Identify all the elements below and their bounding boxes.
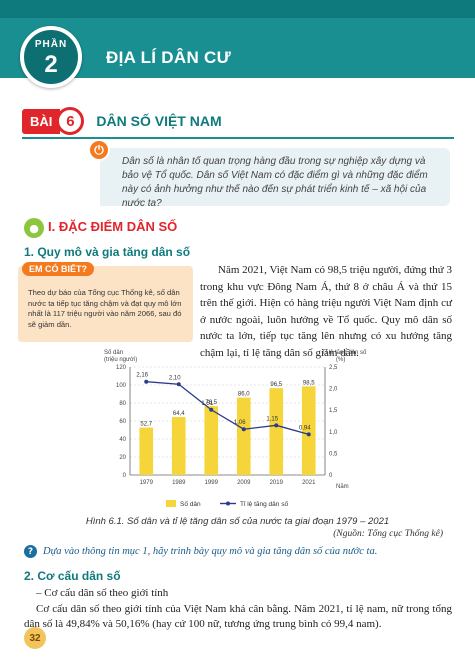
x-tick-label: 1979 xyxy=(140,480,154,486)
chart-legend: Số dân Tỉ lệ tăng dân số xyxy=(166,499,288,508)
y-tick-left: 0 xyxy=(123,473,127,479)
lesson-number: 6 xyxy=(56,107,85,135)
y-axis-left-label-2: (triệu người) xyxy=(104,357,137,363)
did-you-know-box: Theo dự báo của Tổng cục Thống kê, số dâ… xyxy=(18,266,193,342)
y-axis-right-label-1: Tỉ lệ tăng dân số xyxy=(322,349,367,356)
chart-ticks: 0 20 40 60 80 100 120 0 0,5 1,0 1,5 2,0 2,5 1979 1989 1… xyxy=(116,365,338,486)
part-title: ĐỊA LÍ DÂN CƯ xyxy=(106,48,232,67)
bar xyxy=(301,386,316,475)
legend-bar-swatch xyxy=(166,500,176,507)
population-chart: Số dân (triệu người) Tỉ lệ tăng dân số (… xyxy=(100,345,370,515)
x-tick-label: 2009 xyxy=(237,480,251,486)
line-value-label: 2,16 xyxy=(136,373,148,379)
line-point xyxy=(274,423,279,428)
question-text: Dựa vào thông tin mục 1, hãy trình bày q… xyxy=(43,546,378,557)
line-point xyxy=(144,379,149,384)
bar-value-label: 98,5 xyxy=(303,380,315,386)
line-value-label: 1,51 xyxy=(201,401,213,407)
bar-value-label: 86,0 xyxy=(238,392,250,398)
bar xyxy=(204,406,219,475)
y-tick-left: 120 xyxy=(116,365,127,371)
line-value-label: 1,15 xyxy=(266,416,278,422)
line-point xyxy=(176,382,181,387)
person-icon: ● xyxy=(24,218,44,238)
lesson-divider xyxy=(22,137,454,139)
y-axis-right-label-2: (%) xyxy=(336,357,345,363)
bar-value-label: 76,5 xyxy=(205,400,217,406)
bar-value-label: 64,4 xyxy=(173,411,185,417)
figure-source: (Nguồn: Tổng cục Thống kê) xyxy=(333,529,443,539)
bar xyxy=(269,388,284,475)
line-point xyxy=(209,407,214,412)
bar-value-label: 96,5 xyxy=(270,382,282,388)
line-value-label: 1,06 xyxy=(234,420,246,426)
line-point xyxy=(306,432,311,437)
did-you-know-tag: EM CÓ BIẾT? xyxy=(22,262,94,276)
lesson-tag: BÀI xyxy=(22,108,61,134)
subsection-title-1: 1. Quy mô và gia tăng dân số xyxy=(24,245,191,259)
body-paragraph-1: Năm 2021, Việt Nam có 98,5 triệu người, … xyxy=(200,264,452,359)
y-tick-right: 1,0 xyxy=(329,430,338,436)
series-line xyxy=(146,381,309,436)
lesson-heading: BÀI 6 DÂN SỐ VIỆT NAM xyxy=(22,107,222,135)
part-badge: PHẦN 2 xyxy=(20,26,82,88)
y-tick-left: 40 xyxy=(119,437,126,443)
lesson-title: DÂN SỐ VIỆT NAM xyxy=(96,113,222,129)
x-tick-label: 2021 xyxy=(302,480,316,486)
question-row: ? Dựa vào thông tin mục 1, hãy trình bày… xyxy=(24,545,377,558)
bar xyxy=(236,397,251,475)
chart-bars: 52,7 64,4 76,5 86,0 96,5 98,5 xyxy=(139,380,316,475)
y-tick-left: 60 xyxy=(119,419,126,425)
bar xyxy=(139,427,154,475)
line-point xyxy=(241,427,246,432)
y-tick-right: 1,5 xyxy=(329,408,338,414)
y-tick-left: 20 xyxy=(119,455,126,461)
y-axis-left-label-1: Số dân xyxy=(104,350,123,356)
question-icon: ? xyxy=(24,545,37,558)
legend-bar-label: Số dân xyxy=(180,499,201,508)
part-number: 2 xyxy=(44,51,58,78)
legend-line-label: Tỉ lệ tăng dân số xyxy=(240,499,288,508)
bar xyxy=(171,417,186,475)
x-tick-label: 1989 xyxy=(172,480,186,486)
y-tick-right: 0 xyxy=(329,473,333,479)
chart-grid xyxy=(129,366,326,476)
legend-line-marker xyxy=(226,501,230,506)
y-tick-right: 2,0 xyxy=(329,387,338,393)
subsection-title-2: 2. Cơ cấu dân số xyxy=(24,569,121,583)
body-line-1: – Cơ cấu dân số theo giới tính xyxy=(36,587,169,599)
line-value-label: 0,94 xyxy=(299,425,311,431)
page-number: 32 xyxy=(29,632,41,644)
page-number-badge: 32 xyxy=(24,627,46,649)
y-tick-left: 80 xyxy=(119,401,126,407)
x-tick-label: 2019 xyxy=(270,480,284,486)
y-tick-right: 0,5 xyxy=(329,451,338,457)
x-axis-label: Năm xyxy=(336,484,349,490)
bar-value-label: 52,7 xyxy=(140,422,152,428)
line-value-label: 2,10 xyxy=(169,375,181,381)
power-icon: ⏻ xyxy=(88,139,110,161)
y-tick-right: 2,5 xyxy=(329,365,338,371)
header-top-strip xyxy=(0,0,475,18)
section-title: I. ĐẶC ĐIỂM DÂN SỐ xyxy=(48,219,178,234)
intro-text: Dân số là nhân tố quan trọng hàng đầu tr… xyxy=(122,156,428,209)
chart-line: 2,16 2,10 1,51 1,06 1,15 0,94 xyxy=(136,373,311,437)
x-tick-label: 1999 xyxy=(205,480,219,486)
did-you-know-text: Theo dự báo của Tổng cục Thống kê, số dâ… xyxy=(28,288,182,329)
intro-box: Dân số là nhân tố quan trọng hàng đầu tr… xyxy=(100,148,450,209)
figure-caption: Hình 6.1. Số dân và tỉ lệ tăng dân số củ… xyxy=(85,516,390,527)
y-tick-left: 100 xyxy=(116,383,127,389)
body-paragraph-2: Cơ cấu dân số theo giới tính của Việt Na… xyxy=(24,603,452,630)
part-word: PHẦN xyxy=(34,39,68,50)
chart-svg: Số dân (triệu người) Tỉ lệ tăng dân số (… xyxy=(104,349,367,508)
